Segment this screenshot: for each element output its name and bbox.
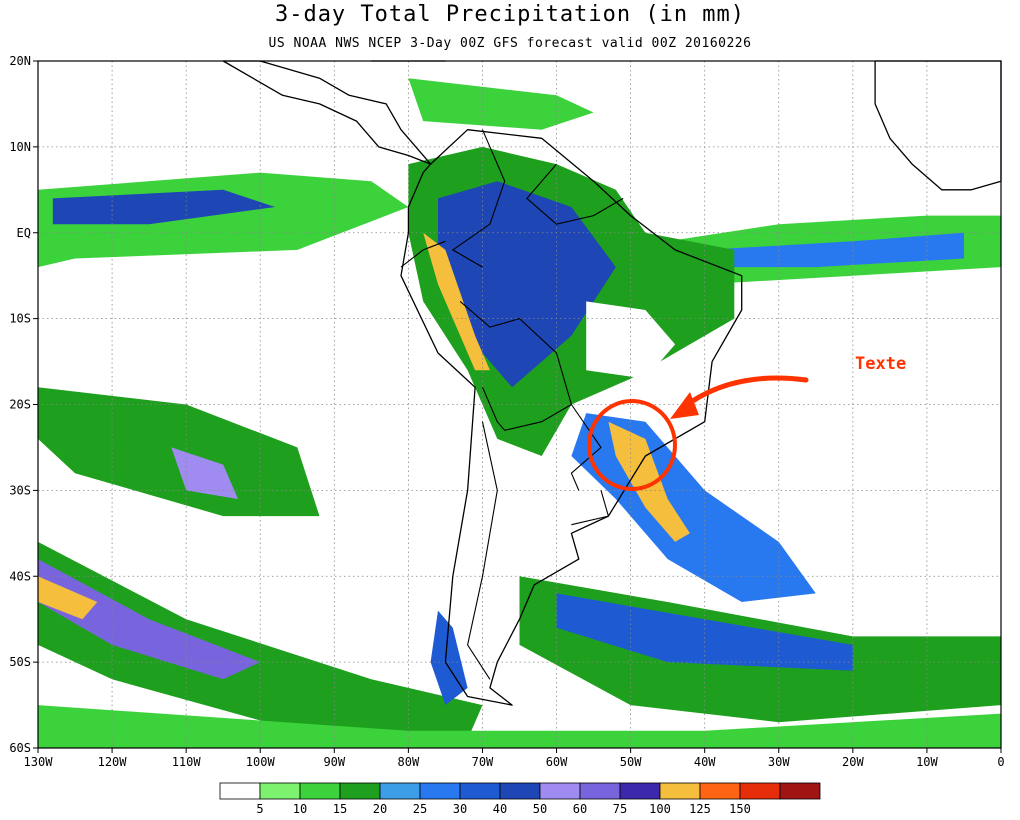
precip-area-13 [38,559,261,680]
precip-area-3 [704,232,964,268]
colorbar-label-2: 15 [333,802,347,816]
lat-tick-label-0: 20N [9,54,31,68]
coastline-2 [874,60,1002,191]
lon-tick-label-4: 90W [323,755,345,769]
colorbar-label-1: 10 [293,802,307,816]
colorbar-swatch-5 [419,782,461,800]
lat-tick-label-6: 40S [9,569,31,583]
colorbar-swatch-14 [779,782,821,800]
lat-tick-label-7: 50S [9,655,31,669]
colorbar-swatch-2 [299,782,341,800]
colorbar-label-10: 100 [649,802,671,816]
map-subtitle: US NOAA NWS NCEP 3-Day 00Z GFS forecast … [268,36,752,51]
precip-area-1 [52,189,275,225]
colorbar: 5 10 15 20 25 30 40 50 60 75 100 125 150 [219,782,821,816]
lon-tick-label-10: 30W [768,755,790,769]
lon-tick-label-5: 80W [398,755,420,769]
colorbar-label-11: 125 [689,802,711,816]
colorbar-label-8: 60 [573,802,587,816]
colorbar-swatch-8 [539,782,581,800]
lat-tick-label-2: EQ [17,226,31,240]
country-border-7 [571,490,610,526]
precip-area-11 [171,447,238,499]
colorbar-swatch-12 [699,782,741,800]
colorbar-swatch-3 [339,782,381,800]
precip-fill-layer [38,78,1001,748]
country-border-6 [400,240,446,268]
lon-tick-label-0: 130W [24,755,54,769]
country-border-5 [467,421,498,680]
colorbar-label-5: 30 [453,802,467,816]
lat-tick-label-3: 10S [9,312,31,326]
coastline-1 [222,60,432,165]
colorbar-label-0: 5 [256,802,263,816]
colorbar-label-6: 40 [493,802,507,816]
colorbar-label-7: 50 [533,802,547,816]
country-border-0 [451,129,506,268]
colorbar-swatch-10 [619,782,661,800]
lon-tick-label-2: 110W [172,755,202,769]
lon-tick-label-7: 60W [546,755,568,769]
lat-tick-label-5: 30S [9,483,31,497]
precip-area-18 [408,78,594,130]
country-border-4 [570,404,602,491]
lon-tick-label-1: 120W [98,755,128,769]
precip-area-14 [38,576,98,620]
country-border-2 [459,300,572,405]
colorbar-swatch-7 [499,782,541,800]
lon-tick-label-3: 100W [246,755,276,769]
colorbar-label-3: 20 [373,802,387,816]
lat-tick-label-4: 20S [9,398,31,412]
colorbar-label-9: 75 [613,802,627,816]
annotation-label: Texte [855,354,906,374]
annotation-layer: Texte [587,354,906,491]
precip-area-17 [38,705,1001,748]
lon-tick-label-11: 20W [842,755,864,769]
colorbar-swatch-9 [579,782,621,800]
precip-area-9 [608,421,690,542]
coastline-0 [400,129,743,706]
country-border-3 [481,387,572,431]
colorbar-swatch-13 [739,782,781,800]
lat-tick-label-1: 10N [9,140,31,154]
lon-tick-label-6: 70W [472,755,494,769]
colorbar-label-4: 25 [413,802,427,816]
colorbar-swatch-6 [459,782,501,800]
lon-tick-label-13: 0 [997,755,1004,769]
lon-tick-label-8: 50W [620,755,642,769]
annotation-arrow-head [670,392,699,419]
colorbar-swatch-11 [659,782,701,800]
annotation-arrow-shaft [677,375,809,413]
colorbar-label-12: 150 [729,802,751,816]
precip-area-12 [38,541,483,740]
colorbar-swatch-1 [259,782,301,800]
colorbar-swatch-4 [379,782,421,800]
lon-tick-label-12: 10W [916,755,938,769]
highlight-circle [587,399,677,491]
country-border-1 [526,163,624,225]
map-title: 3-day Total Precipitation (in mm) [274,2,746,27]
lat-tick-label-8: 60S [9,741,31,755]
colorbar-swatch-0 [219,782,261,800]
precip-area-6 [423,232,490,371]
lon-tick-label-9: 40W [694,755,716,769]
